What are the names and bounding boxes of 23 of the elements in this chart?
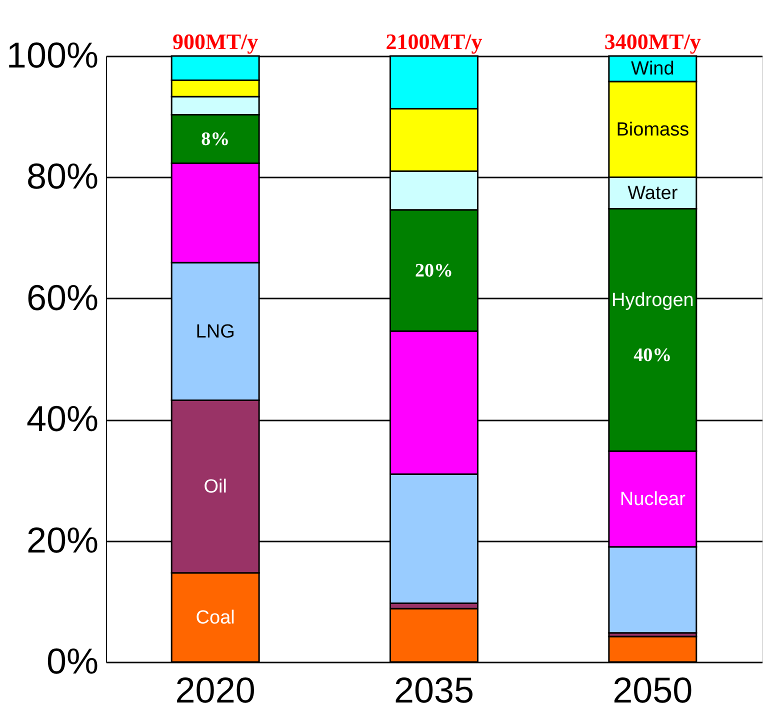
y-tick-label: 60% [26, 276, 98, 318]
text: 900MT/y [172, 29, 258, 54]
text: 3400MT/y [604, 29, 701, 54]
y-tick-label: 80% [26, 156, 98, 197]
y-tick-label: 20% [26, 519, 98, 560]
series-label: Nuclear [620, 488, 686, 510]
text: 2100MT/y [386, 29, 482, 54]
series-label: Coal [196, 607, 235, 628]
series-label: Oil [204, 476, 227, 498]
x-tick-label: 2050 [612, 670, 693, 710]
y-tick-label: 100% [6, 34, 98, 76]
x-tick-label: 2020 [175, 670, 256, 710]
series-label: Wind [631, 58, 674, 80]
x-tick-label: 2035 [394, 670, 474, 710]
series-label: Biomass [616, 119, 690, 140]
y-tick-label: 0% [46, 640, 98, 682]
data-label: 8% [201, 129, 230, 150]
series-label: Hydrogen [611, 290, 694, 311]
data-label: 40% [634, 344, 672, 366]
series-label: Water [628, 182, 678, 204]
y-tick-label: 40% [26, 398, 98, 440]
series-label: LNG [196, 321, 235, 342]
data-label: 20% [415, 260, 453, 282]
